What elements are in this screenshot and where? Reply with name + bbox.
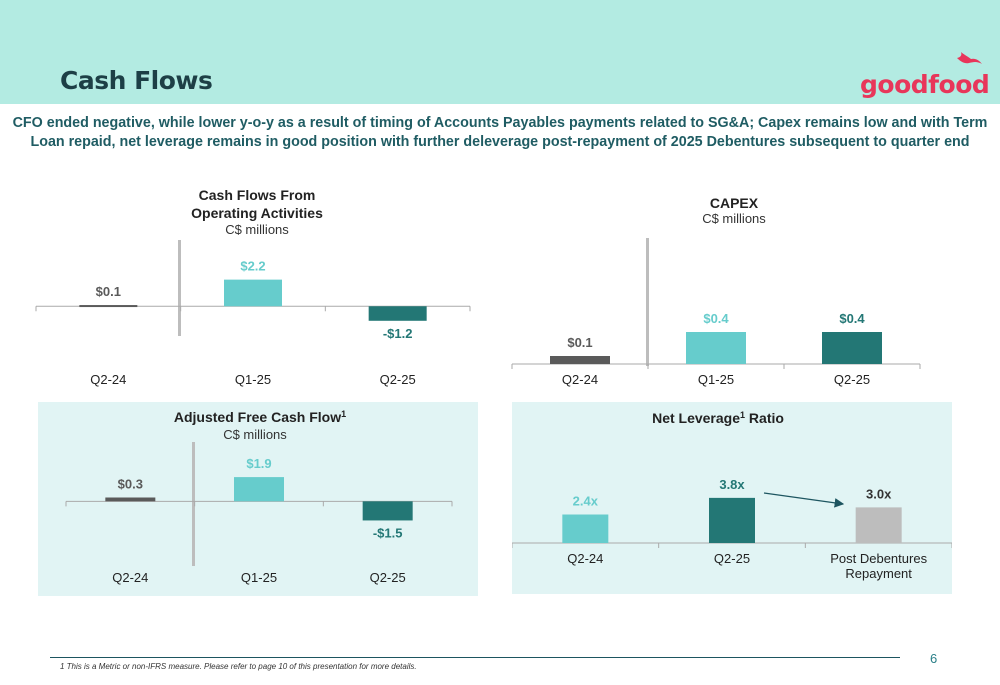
category-label-2: Q2-25 — [834, 372, 870, 387]
data-label-0: $0.3 — [118, 477, 143, 492]
chart-title: Net Leverage1 Ratio — [652, 410, 784, 426]
data-label-1: 3.8x — [719, 477, 745, 492]
data-label-1: $2.2 — [240, 259, 265, 274]
category-label-1: Q1-25 — [698, 372, 734, 387]
chart-title-superscript: 1 — [341, 409, 346, 419]
bird-icon — [957, 52, 982, 64]
bar-0 — [562, 514, 609, 543]
chart-title-superscript: 1 — [740, 410, 745, 420]
chart-title-text: Adjusted Free Cash Flow — [174, 409, 341, 425]
period-separator — [178, 240, 181, 336]
period-separator — [192, 442, 195, 566]
bar-1 — [686, 332, 746, 364]
data-label-0: $0.1 — [96, 284, 121, 299]
leverage-chart-header: Net Leverage1 Ratio — [652, 410, 784, 426]
afcf-chart-header: Adjusted Free Cash Flow1 C$ millions — [174, 409, 346, 442]
data-label-2: -$1.2 — [383, 326, 413, 341]
footer-divider — [50, 657, 900, 658]
afcf-chart: Adjusted Free Cash Flow1 C$ millions $0.… — [65, 409, 453, 585]
cfo-chart: Cash Flows From Operating Activities C$ … — [35, 187, 471, 387]
chart-title-line-1: Cash Flows From — [199, 187, 316, 203]
category-label-0: Q2-24 — [112, 570, 148, 585]
chart-title: Adjusted Free Cash Flow1 — [174, 409, 346, 425]
chart-unit-label: C$ millions — [223, 427, 287, 442]
data-label-0: 2.4x — [573, 494, 599, 509]
deleverage-arrow — [763, 492, 845, 508]
category-label-1: Q1-25 — [235, 372, 271, 387]
chart-title-text: Net Leverage — [652, 410, 740, 426]
chart-title-line-2: Operating Activities — [191, 205, 323, 221]
page-subtitle: CFO ended negative, while lower y-o-y as… — [12, 115, 988, 150]
period-separator — [646, 238, 649, 366]
header-band — [0, 0, 1000, 104]
data-label-1: $0.4 — [703, 311, 729, 326]
category-label-2: Q2-25 — [380, 372, 416, 387]
bar-1 — [224, 279, 282, 307]
data-label-1: $1.9 — [246, 456, 271, 471]
category-label-0: Q2-24 — [567, 551, 603, 566]
category-label-0: Q2-24 — [90, 372, 126, 387]
capex-chart: CAPEX C$ millions $0.1 Q2-24 $0.4 Q1-25 $0.4… — [511, 195, 921, 387]
bar-2 — [822, 332, 882, 364]
category-label-1: Q1-25 — [241, 570, 277, 585]
category-label-2: Q2-25 — [370, 570, 406, 585]
bar-2 — [368, 306, 427, 321]
leverage-chart: Net Leverage1 Ratio 2.4x Q2-24 3.8x Q2-25 3.… — [512, 410, 952, 581]
bar-0 — [550, 356, 610, 364]
capex-chart-header: CAPEX C$ millions — [702, 195, 766, 226]
bar-1 — [709, 497, 755, 543]
data-label-2: 3.0x — [866, 486, 892, 501]
goodfood-logo: goodfood — [860, 70, 990, 99]
data-label-2: $0.4 — [839, 311, 865, 326]
footnote: 1 This is a Metric or non-IFRS measure. … — [60, 662, 417, 671]
category-label-1: Q2-25 — [714, 551, 750, 566]
category-label-2: Post Debentures — [830, 551, 927, 566]
bar-2 — [362, 501, 413, 521]
chart-unit-label: C$ millions — [225, 222, 289, 237]
chart-title-suffix: Ratio — [745, 410, 784, 426]
data-label-0: $0.1 — [567, 335, 592, 350]
data-label-2: -$1.5 — [373, 525, 403, 540]
bar-1 — [234, 477, 284, 502]
bar-0 — [105, 497, 156, 502]
category-label-2: Repayment — [845, 566, 912, 581]
chart-title-line-1: CAPEX — [710, 195, 759, 211]
cfo-chart-header: Cash Flows From Operating Activities C$ … — [191, 187, 323, 237]
chart-unit-label: C$ millions — [702, 211, 766, 226]
category-label-0: Q2-24 — [562, 372, 598, 387]
bar-0 — [79, 305, 138, 308]
page-title: Cash Flows — [60, 66, 213, 95]
bar-2 — [855, 507, 902, 543]
page-number: 6 — [930, 651, 938, 666]
